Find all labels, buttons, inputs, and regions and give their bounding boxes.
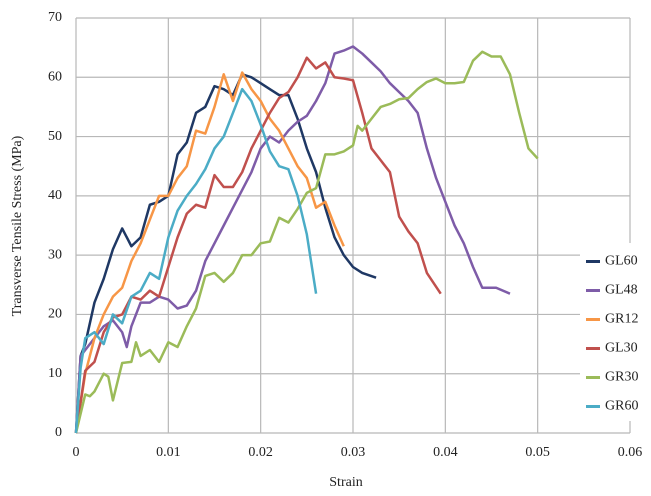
x-axis-label: Strain xyxy=(329,475,362,490)
legend-label: GL30 xyxy=(605,341,638,356)
y-tick-label: 70 xyxy=(48,10,62,25)
legend-box xyxy=(580,243,642,421)
x-tick-label: 0.02 xyxy=(248,445,273,460)
x-tick-label: 0.06 xyxy=(618,445,643,460)
y-axis-label: Transverse Tensile Stress (MPa) xyxy=(10,135,25,316)
y-tick-label: 30 xyxy=(48,247,62,262)
series-line xyxy=(74,71,345,434)
x-tick-label: 0.05 xyxy=(525,445,550,460)
legend-label: GL60 xyxy=(605,254,638,269)
series-line xyxy=(74,87,318,434)
y-tick-label: 60 xyxy=(48,70,62,85)
legend-label: GR12 xyxy=(605,312,638,327)
y-tick-label: 50 xyxy=(48,129,62,144)
x-tick-label: 0.01 xyxy=(156,445,181,460)
legend-label: GR30 xyxy=(605,370,638,385)
series-line xyxy=(74,56,442,434)
y-tick-label: 10 xyxy=(48,366,62,381)
x-tick-label: 0.04 xyxy=(433,445,458,460)
y-tick-label: 20 xyxy=(48,307,62,322)
y-tick-label: 40 xyxy=(48,188,62,203)
y-tick-label: 0 xyxy=(55,425,62,440)
series-line xyxy=(74,50,539,434)
legend-label: GL48 xyxy=(605,283,638,298)
x-tick-label: 0 xyxy=(73,445,80,460)
series-line xyxy=(74,45,511,434)
x-tick-label: 0.03 xyxy=(341,445,366,460)
legend-label: GR60 xyxy=(605,399,638,414)
